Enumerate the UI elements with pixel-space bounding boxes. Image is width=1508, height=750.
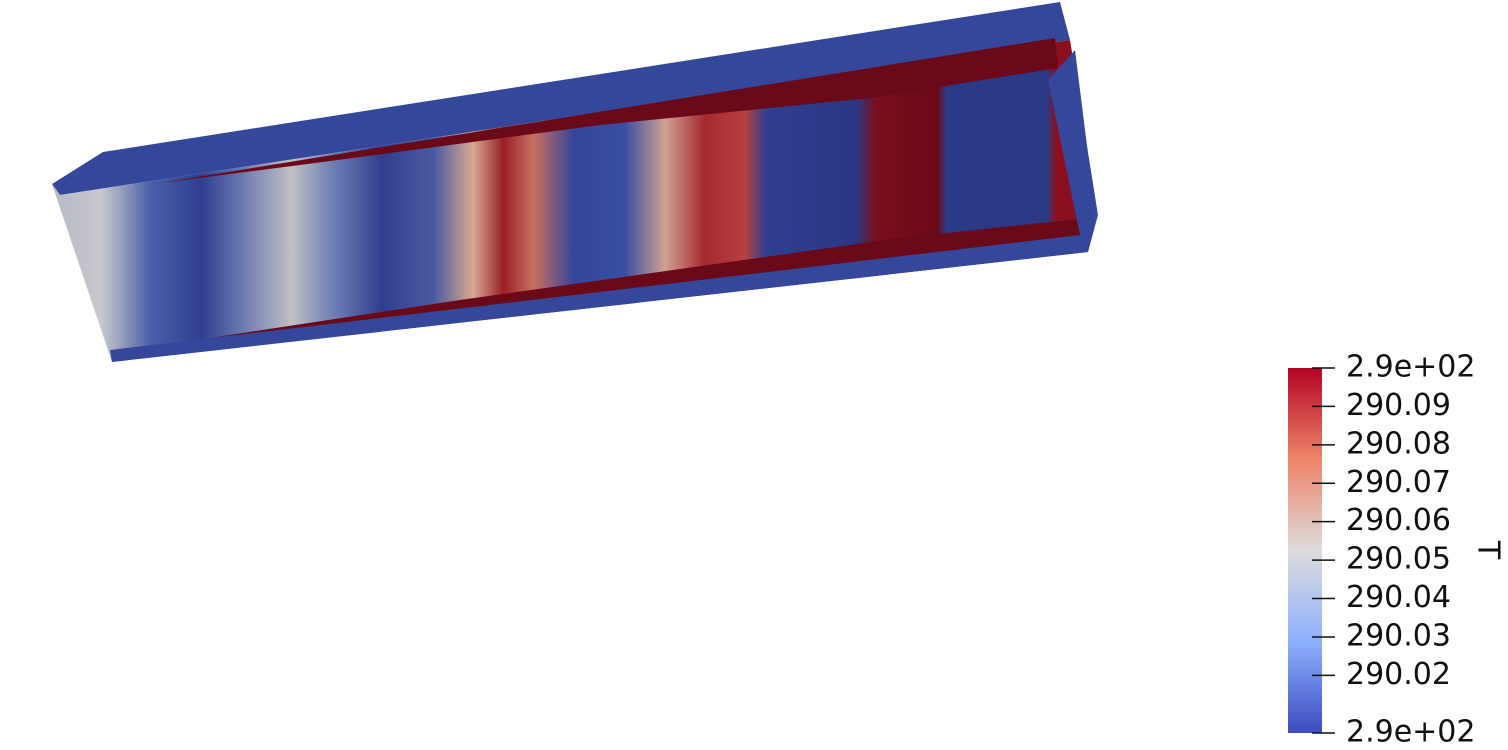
tick-label: 290.02: [1346, 657, 1451, 692]
tick-label: 290.03: [1346, 618, 1451, 653]
top-face: [52, 2, 1070, 195]
red-strip: [210, 218, 1088, 338]
tick-label: 2.9e+02: [1346, 715, 1475, 750]
tick-label: 290.05: [1346, 542, 1451, 577]
tick-label: 290.08: [1346, 426, 1451, 461]
tick-label: 290.07: [1346, 465, 1451, 500]
colorbar: T 2.9e+02290.09290.08290.07290.06290.052…: [1288, 350, 1506, 750]
tick-label: 290.06: [1346, 503, 1451, 538]
color-scale: [1288, 368, 1322, 733]
tick-label: 290.09: [1346, 388, 1451, 423]
inner-face: [52, 40, 1098, 362]
red-strip: [160, 38, 1058, 183]
edge-face: [110, 50, 1095, 362]
tick-label: 290.04: [1346, 580, 1451, 615]
render: [52, 2, 1098, 362]
colorbar-title: T: [1471, 540, 1506, 560]
tick-label: 2.9e+02: [1346, 350, 1475, 385]
